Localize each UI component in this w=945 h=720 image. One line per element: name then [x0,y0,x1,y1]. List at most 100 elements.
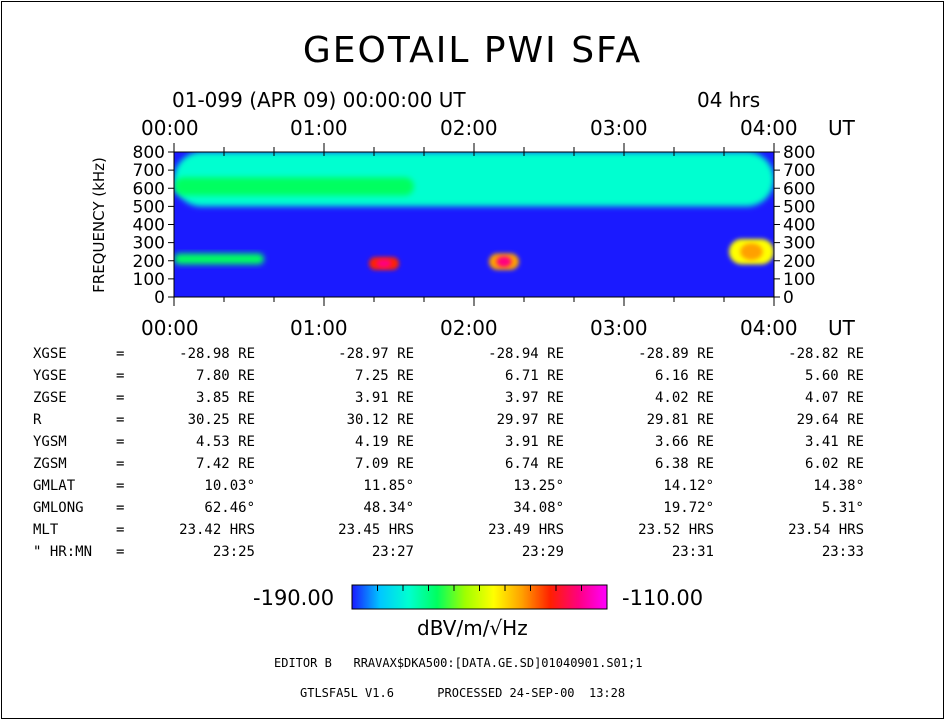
top-tick-label: 02:00 [440,116,498,140]
colorbar-max-label: -110.00 [622,586,704,610]
bottom-tick-label: 01:00 [290,316,348,340]
ephemeris-equals: = [116,456,125,472]
frequency-tick-label-right: 500 [783,197,815,217]
spectrogram-feature [174,177,414,196]
ephemeris-value: 4.02 RE [654,390,714,406]
ephemeris-value: 30.12 RE [346,412,414,428]
ephemeris-equals: = [116,434,125,450]
colorbar-unit: dBV/m/√Hz [417,616,528,640]
frequency-tick-label-right: 300 [783,234,815,254]
ephemeris-equals: = [116,368,125,384]
bottom-tick-label: 02:00 [440,316,498,340]
ephemeris-value: 19.72° [663,500,714,516]
ephemeris-value: 6.71 RE [504,368,564,384]
frequency-tick-label-right: 0 [783,288,794,308]
ephemeris-value: 3.91 RE [504,434,564,450]
ephemeris-equals: = [116,478,125,494]
ephemeris-value: 7.25 RE [354,368,414,384]
frequency-tick-label-left: 600 [133,179,165,199]
ephemeris-value: 23:33 [821,544,864,560]
ephemeris-value: 6.74 RE [504,456,564,472]
ephemeris-value: -28.97 RE [338,346,414,362]
ephemeris-value: 3.97 RE [504,390,564,406]
ephemeris-value: 29.97 RE [496,412,564,428]
ephemeris-label: XGSE [33,346,67,362]
ephemeris-label: GMLONG [33,500,84,516]
ephemeris-value: 7.09 RE [354,456,414,472]
ephemeris-value: 23:27 [371,544,414,560]
frequency-tick-label-left: 100 [133,270,165,290]
frequency-tick-label-left: 500 [133,197,165,217]
spectrogram-feature [174,253,264,265]
frequency-axis-label: FREQUENCY (kHz) [90,157,108,293]
ephemeris-equals: = [116,522,125,538]
ephemeris-value: 34.08° [513,500,564,516]
spectrogram-burst-core [740,243,763,261]
ephemeris-label: GMLAT [33,478,76,494]
ephemeris-value: 6.02 RE [804,456,864,472]
ephemeris-value: 5.60 RE [804,368,864,384]
top-tick-label: 00:00 [141,116,199,140]
frequency-tick-label-left: 0 [154,288,165,308]
ephemeris-value: 23:25 [212,544,255,560]
ephemeris-value: 23.45 HRS [338,522,414,538]
frequency-tick-label-right: 400 [783,216,815,236]
colorbar-min-label: -190.00 [253,586,335,610]
top-tick-label: 03:00 [590,116,648,140]
ephemeris-value: 3.85 RE [195,390,255,406]
spectrogram-burst-core [376,259,392,268]
frequency-tick-label-right: 700 [783,161,815,181]
ephemeris-value: -28.82 RE [788,346,864,362]
ephemeris-label: ZGSE [33,390,67,406]
ephemeris-value: 23:31 [671,544,714,560]
ephemeris-equals: = [116,390,125,406]
frequency-tick-label-left: 400 [133,216,165,236]
frequency-tick-label-right: 200 [783,252,815,272]
ephemeris-value: 4.19 RE [354,434,414,450]
frequency-tick-label-right: 800 [783,143,815,163]
bottom-tick-label: 00:00 [141,316,199,340]
ephemeris-value: 5.31° [821,500,864,516]
ephemeris-value: 14.12° [663,478,714,494]
frequency-tick-label-left: 200 [133,252,165,272]
frequency-tick-label-left: 700 [133,161,165,181]
frequency-tick-label-left: 800 [133,143,165,163]
page-title: GEOTAIL PWI SFA [302,30,643,71]
spectrogram-image [174,152,774,297]
ephemeris-label: MLT [33,522,59,538]
ephemeris-value: 10.03° [204,478,255,494]
ephemeris-value: 13.25° [513,478,564,494]
top-tick-label: 01:00 [290,116,348,140]
ephemeris-label: YGSM [33,434,67,450]
ephemeris-value: 7.80 RE [195,368,255,384]
ephemeris-value: 23.49 HRS [488,522,564,538]
bottom-time-unit: UT [828,316,855,340]
ephemeris-value: 62.46° [204,500,255,516]
ephemeris-value: 3.66 RE [654,434,714,450]
ephemeris-value: 14.38° [813,478,864,494]
ephemeris-value: 11.85° [363,478,414,494]
ephemeris-value: -28.89 RE [638,346,714,362]
ephemeris-value: -28.94 RE [488,346,564,362]
ephemeris-label: R [33,412,42,428]
ephemeris-value: 29.64 RE [796,412,864,428]
ephemeris-value: 23.54 HRS [788,522,864,538]
bottom-tick-label: 04:00 [740,316,798,340]
ephemeris-value: 4.53 RE [195,434,255,450]
ephemeris-value: 48.34° [363,500,414,516]
top-time-unit: UT [828,116,855,140]
ephemeris-value: 23.52 HRS [638,522,714,538]
ephemeris-value: 6.16 RE [654,368,714,384]
ephemeris-label: " HR:MN [33,544,93,560]
time-axis [173,143,775,306]
ephemeris-value: 4.07 RE [804,390,864,406]
ephemeris-label: YGSE [33,368,67,384]
footer-editor-line: EDITOR B RRAVAX$DKA500:[DATA.GE.SD]01040… [274,656,643,670]
ephemeris-equals: = [116,500,125,516]
footer-processed-line: GTLSFA5L V1.6 PROCESSED 24-SEP-00 13:28 [300,686,626,700]
ephemeris-value: 30.25 RE [187,412,255,428]
frequency-tick-label-left: 300 [133,234,165,254]
ephemeris-value: 23.42 HRS [179,522,255,538]
